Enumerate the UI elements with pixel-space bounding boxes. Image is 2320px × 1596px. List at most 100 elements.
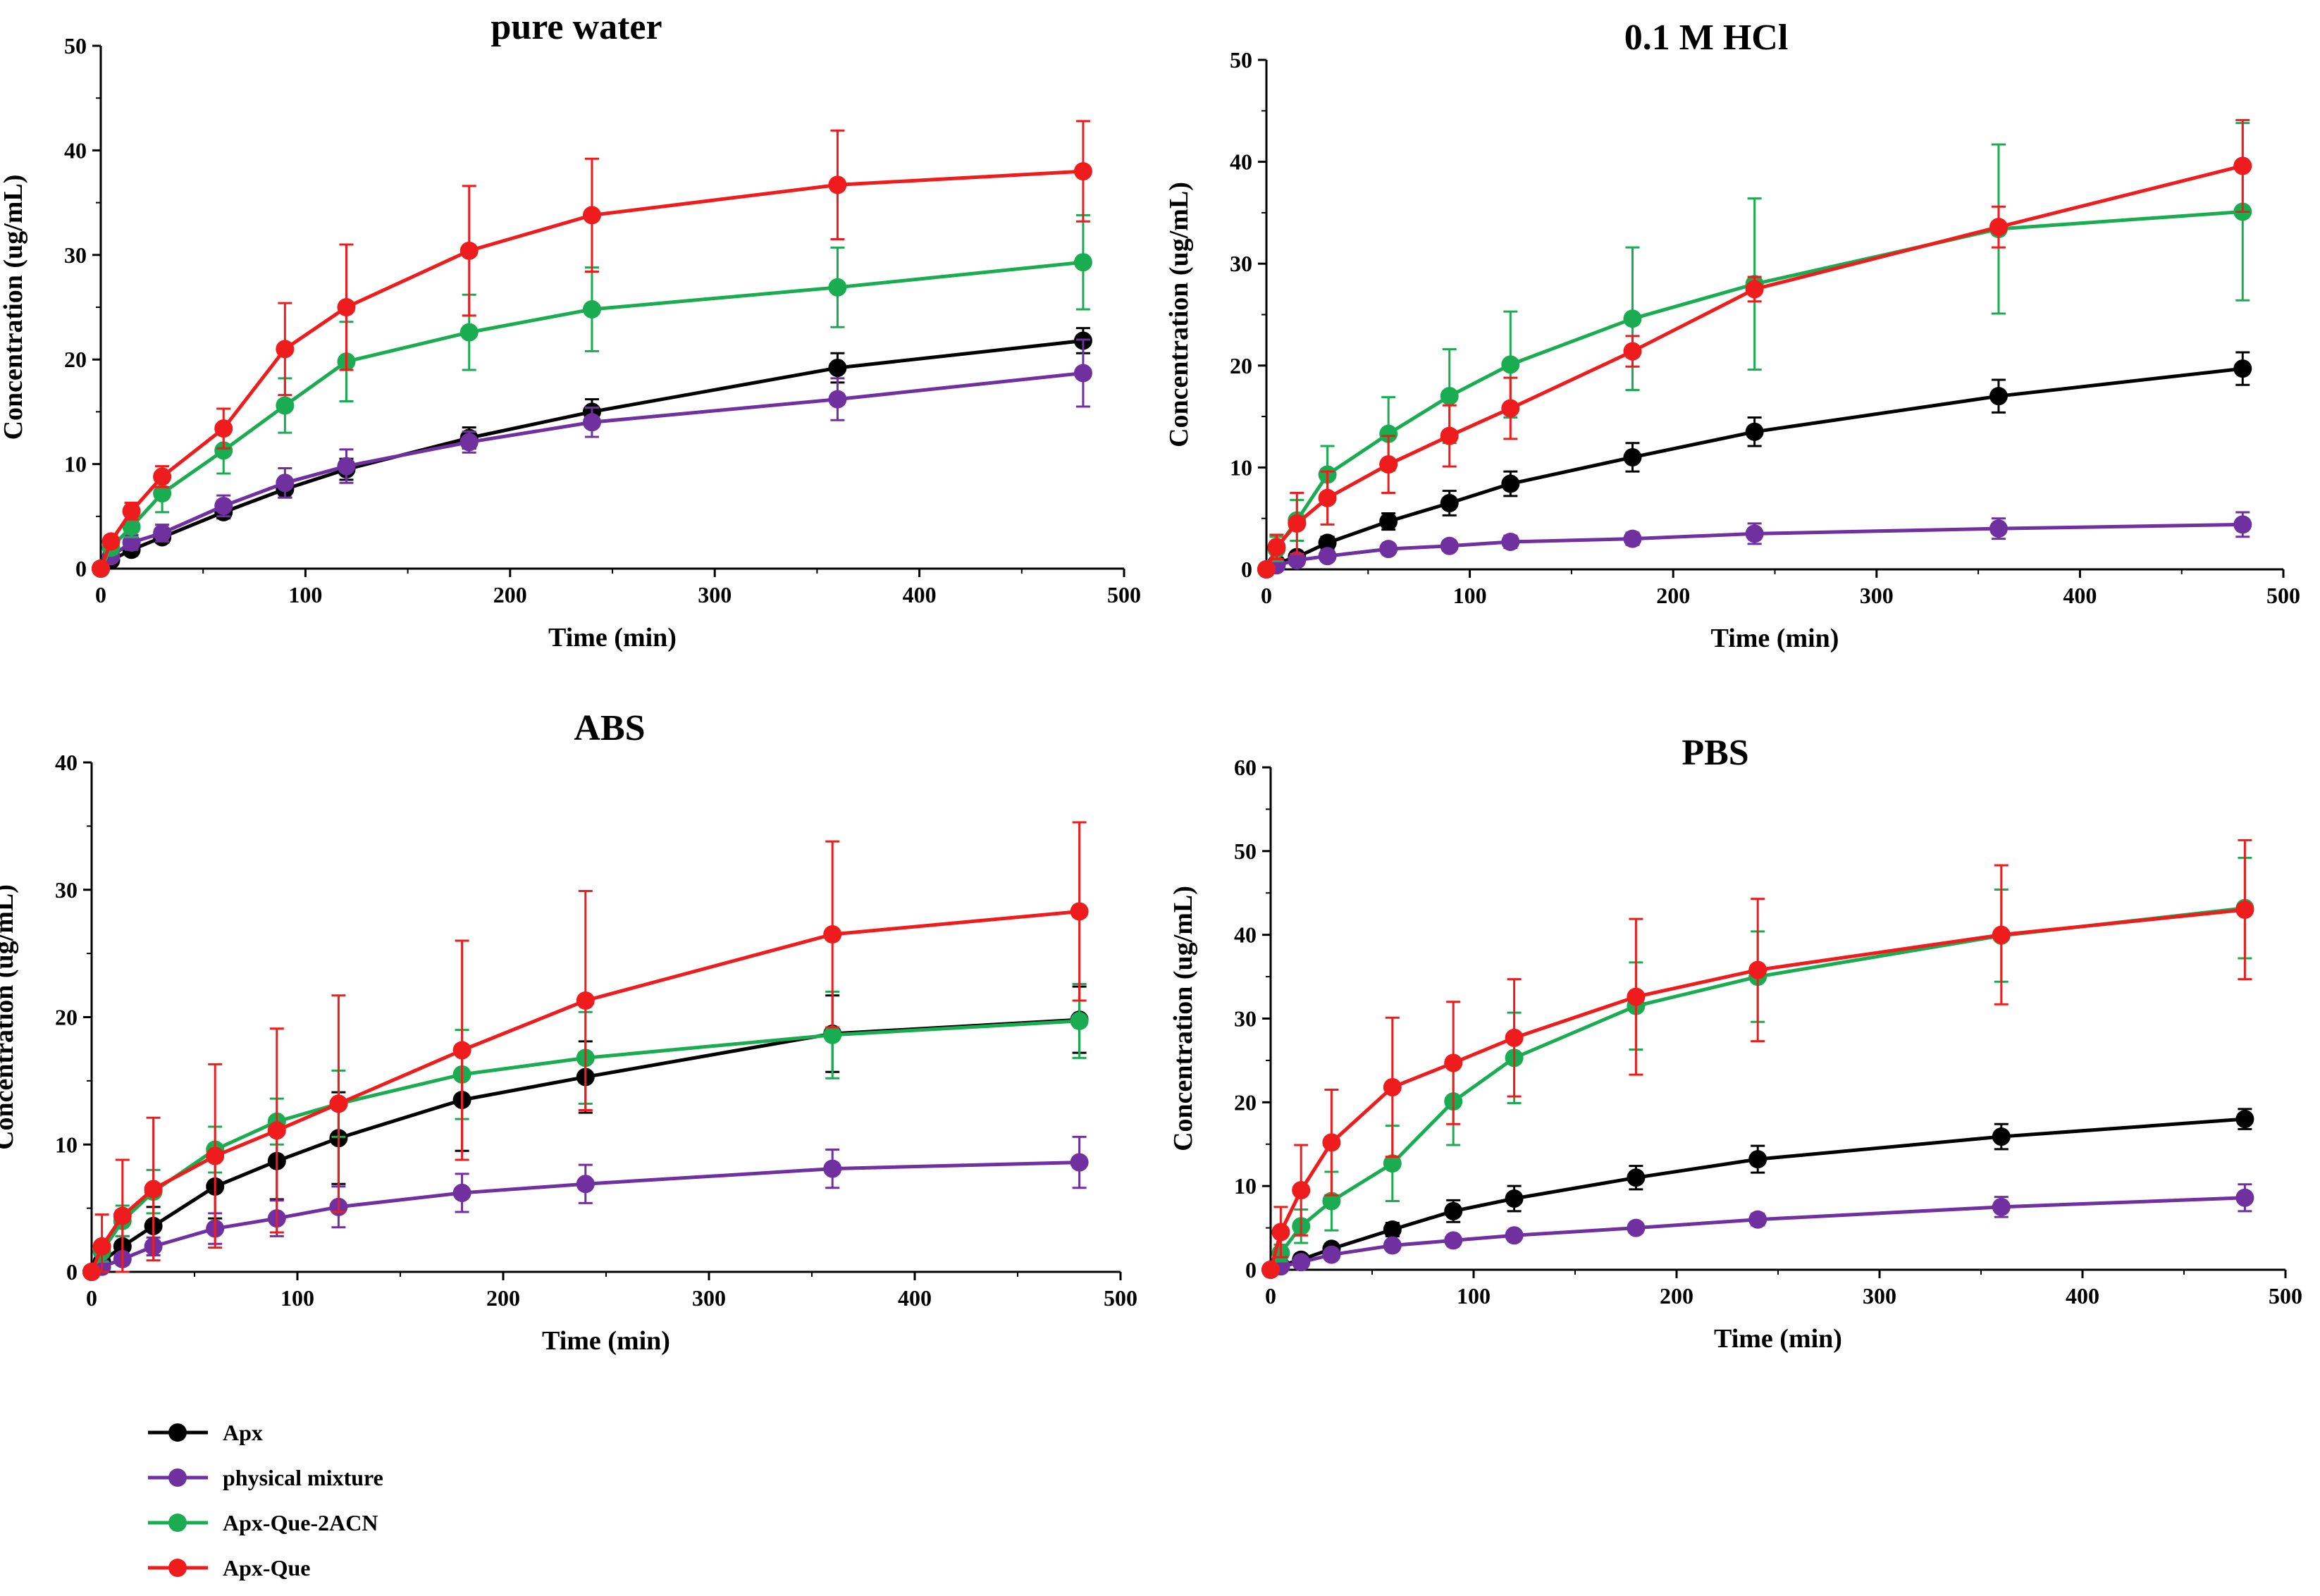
data-point [144, 1180, 163, 1199]
series-apx-que [1261, 839, 2254, 1279]
data-point [1505, 1028, 1524, 1047]
y-tick-label: 50 [1230, 47, 1252, 73]
data-point [214, 441, 233, 460]
data-point [823, 925, 842, 944]
x-tick-label: 300 [1860, 583, 1894, 608]
data-point [1318, 488, 1337, 507]
data-point [459, 323, 479, 342]
data-point [459, 241, 479, 260]
data-point [82, 1263, 101, 1281]
data-point [1318, 547, 1337, 566]
data-point [582, 206, 601, 225]
chart-panel-3: 0 100 200 300 400 500 0 10 20 30 40 ABS Time (min) Co… [0, 708, 1137, 1356]
y-tick-label: 0 [66, 1259, 78, 1285]
chart-panel-2: 0 100 200 300 400 500 0 10 20 30 40 50 0.1 M HCl Time… [1164, 18, 2300, 653]
data-point [1383, 1220, 1402, 1239]
data-point [1288, 550, 1307, 569]
data-point [1745, 524, 1764, 543]
data-point [1501, 532, 1520, 551]
y-tick-label: 0 [75, 556, 87, 581]
y-tick-label: 0 [1245, 1257, 1257, 1282]
data-point [92, 559, 110, 578]
y-tick-label: 30 [64, 242, 87, 268]
data-point [206, 1146, 225, 1165]
x-tick-label: 300 [692, 1285, 726, 1311]
y-axis-label: Concentration (ug/mL) [0, 884, 19, 1150]
y-tick-label: 50 [1234, 839, 1257, 864]
x-tick-label: 100 [1457, 1283, 1491, 1309]
legend-marker [168, 1514, 187, 1532]
data-point [2235, 901, 2254, 920]
data-point [329, 1094, 348, 1113]
data-point [1440, 387, 1459, 406]
x-tick-label: 300 [698, 582, 732, 607]
data-point [122, 502, 141, 521]
x-tick-label: 200 [486, 1285, 520, 1311]
x-tick-label: 500 [2266, 583, 2300, 608]
data-point [1070, 1153, 1089, 1172]
x-tick-label: 0 [1261, 583, 1272, 608]
x-tick-label: 200 [1660, 1283, 1693, 1309]
data-point [1745, 280, 1764, 299]
data-point [1992, 1127, 2011, 1146]
y-tick-label: 40 [55, 750, 78, 775]
data-point [153, 524, 172, 543]
data-point [828, 175, 847, 194]
data-point [1992, 1197, 2011, 1216]
data-point [1992, 925, 2011, 944]
data-point [1440, 426, 1459, 445]
series-physical-mixture [1257, 511, 2252, 579]
data-point [823, 1025, 842, 1044]
data-point [1989, 519, 2008, 538]
y-tick-label: 40 [1234, 922, 1257, 948]
data-point [2235, 1188, 2254, 1207]
data-point [1989, 218, 2008, 237]
legend-entry: Apx-Que [148, 1555, 310, 1580]
legend-marker [168, 1423, 187, 1442]
data-point [1440, 494, 1459, 513]
x-tick-label: 100 [280, 1285, 314, 1311]
y-tick-label: 20 [64, 347, 87, 372]
data-point [576, 1175, 595, 1194]
legend-label: physical mixture [223, 1465, 383, 1490]
data-point [1501, 355, 1520, 374]
data-point [1627, 1218, 1646, 1237]
data-point [1748, 1150, 1767, 1169]
data-point [1073, 162, 1092, 181]
x-tick-label: 400 [2066, 1283, 2099, 1309]
data-point [1623, 309, 1642, 328]
data-point [1444, 1053, 1463, 1072]
data-point [1623, 447, 1642, 466]
data-point [1505, 1226, 1524, 1245]
data-point [1292, 1181, 1311, 1200]
x-tick-label: 100 [288, 582, 322, 607]
data-point [1322, 1245, 1341, 1264]
data-point [1267, 538, 1286, 557]
y-tick-label: 60 [1234, 755, 1257, 780]
legend-marker [168, 1468, 187, 1487]
data-point [276, 474, 295, 493]
y-axis-label: Concentration (ug/mL) [0, 175, 28, 440]
data-point [1322, 1192, 1341, 1211]
x-tick-label: 300 [1863, 1283, 1896, 1309]
data-point [452, 1183, 471, 1202]
data-point [1440, 536, 1459, 555]
data-point [1379, 512, 1398, 531]
data-point [1070, 1011, 1089, 1030]
x-tick-label: 400 [898, 1285, 932, 1311]
data-point [1257, 560, 1276, 579]
x-tick-label: 400 [903, 582, 937, 607]
data-point [459, 433, 479, 452]
data-point [101, 532, 121, 551]
x-axis-label: Time (min) [1714, 1324, 1842, 1354]
data-point [1271, 1223, 1290, 1242]
data-point [276, 340, 295, 359]
data-point [1322, 1133, 1341, 1152]
legend: Apx physical mixture Apx-Que-2ACN Apx-Que [148, 1420, 383, 1580]
data-point [1505, 1189, 1524, 1208]
chart-title: pure water [490, 7, 662, 47]
x-axis-label: Time (min) [542, 1326, 670, 1356]
data-point [1383, 1077, 1402, 1096]
data-point [1623, 529, 1642, 548]
data-point [1379, 540, 1398, 559]
